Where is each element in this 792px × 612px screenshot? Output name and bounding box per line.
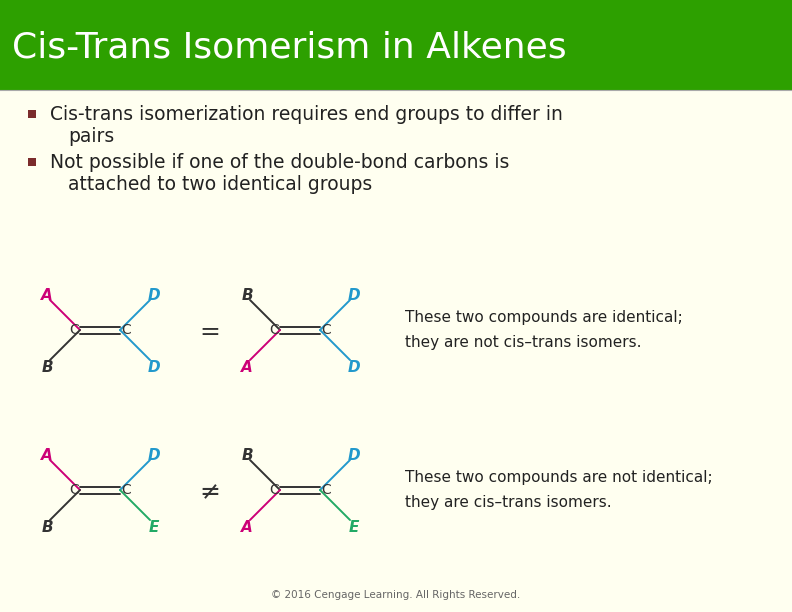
- Text: C: C: [69, 483, 79, 497]
- Text: ≠: ≠: [200, 480, 220, 504]
- Text: C: C: [321, 323, 331, 337]
- Text: C: C: [69, 323, 79, 337]
- Text: Not possible if one of the double-bond carbons is: Not possible if one of the double-bond c…: [50, 153, 509, 172]
- Text: D: D: [348, 288, 360, 302]
- Text: D: D: [147, 359, 160, 375]
- Text: A: A: [241, 359, 253, 375]
- Text: C: C: [269, 483, 279, 497]
- Bar: [0, 0, 792, 90]
- Text: B: B: [41, 359, 53, 375]
- Text: D: D: [147, 288, 160, 302]
- Bar: [28, 110, 36, 118]
- Text: D: D: [348, 359, 360, 375]
- Text: B: B: [242, 288, 253, 302]
- Text: pairs: pairs: [68, 127, 114, 146]
- Text: A: A: [41, 288, 53, 302]
- Text: =: =: [200, 320, 220, 344]
- Text: E: E: [149, 520, 159, 534]
- Text: C: C: [269, 323, 279, 337]
- Text: These two compounds are not identical;
they are cis–trans isomers.: These two compounds are not identical; t…: [405, 470, 713, 510]
- Text: © 2016 Cengage Learning. All Rights Reserved.: © 2016 Cengage Learning. All Rights Rese…: [272, 590, 520, 600]
- Text: A: A: [241, 520, 253, 534]
- Text: C: C: [321, 483, 331, 497]
- Text: D: D: [348, 447, 360, 463]
- Text: Cis-trans isomerization requires end groups to differ in: Cis-trans isomerization requires end gro…: [50, 105, 563, 124]
- Text: These two compounds are identical;
they are not cis–trans isomers.: These two compounds are identical; they …: [405, 310, 683, 350]
- Bar: [28, 159, 36, 166]
- Text: B: B: [41, 520, 53, 534]
- Text: C: C: [121, 323, 131, 337]
- Text: B: B: [242, 447, 253, 463]
- Text: D: D: [147, 447, 160, 463]
- Text: A: A: [41, 447, 53, 463]
- Text: Cis-Trans Isomerism in Alkenes: Cis-Trans Isomerism in Alkenes: [12, 31, 566, 65]
- Text: attached to two identical groups: attached to two identical groups: [68, 175, 372, 194]
- Text: C: C: [121, 483, 131, 497]
- Text: E: E: [348, 520, 360, 534]
